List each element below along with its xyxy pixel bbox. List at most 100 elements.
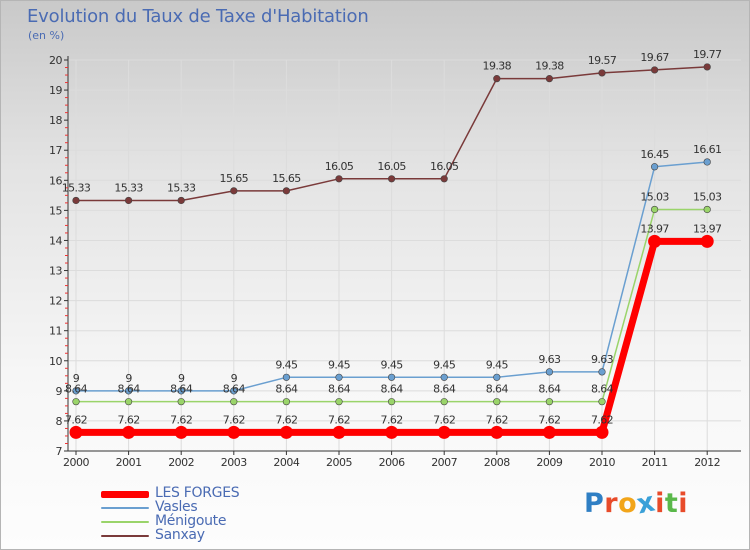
legend-label: Ménigoute: [155, 513, 227, 529]
data-label: 15.65: [272, 172, 301, 185]
data-point: [440, 398, 448, 406]
data-point: [650, 163, 659, 171]
y-tick-label: 9: [56, 385, 63, 398]
x-tick-label: 2012: [694, 456, 720, 469]
logo-letter: i: [678, 488, 689, 519]
y-tick-label: 14: [49, 234, 62, 247]
data-label: 16.61: [693, 143, 722, 156]
y-tick-label: 8: [56, 415, 63, 428]
data-label: 15.33: [167, 181, 196, 194]
data-label: 9.45: [486, 358, 509, 371]
data-label: 8.64: [65, 383, 88, 396]
chart-title: Evolution du Taux de Taxe d'Habitation: [27, 6, 369, 27]
data-label: 9: [231, 372, 238, 385]
logo-letter: i: [655, 488, 665, 519]
logo-letter: t: [664, 488, 679, 519]
data-label: 9: [125, 372, 132, 385]
proxiti-logo: Proxiti: [584, 486, 689, 520]
data-label: 7.62: [223, 413, 245, 426]
data-point: [230, 398, 238, 406]
logo-letter: r: [604, 488, 619, 519]
data-point: [388, 175, 396, 183]
y-tick-label: 17: [49, 144, 62, 157]
data-point: [703, 205, 711, 214]
data-point: [72, 398, 80, 406]
legend-swatch: [101, 535, 149, 537]
y-tick-label: 11: [49, 325, 62, 338]
y-tick-label: 20: [49, 54, 62, 67]
x-tick-label: 2011: [642, 456, 668, 469]
y-tick-label: 19: [49, 84, 62, 97]
data-label: 9.63: [591, 353, 614, 366]
y-tick-label: 18: [49, 114, 62, 127]
x-tick-label: 2007: [431, 456, 457, 469]
x-tick-label: 2005: [326, 456, 352, 469]
data-point: [490, 425, 504, 439]
data-label: 15.03: [640, 190, 669, 203]
data-label: 9.45: [328, 358, 351, 371]
data-label: 16.05: [325, 160, 354, 173]
data-label: 8.64: [538, 383, 561, 396]
data-label: 16.05: [430, 160, 459, 173]
x-tick-label: 2004: [273, 456, 299, 469]
data-point: [703, 63, 711, 71]
data-point: [230, 187, 238, 195]
data-point: [282, 398, 291, 406]
data-point: [598, 368, 606, 376]
data-label: 7.62: [170, 413, 192, 426]
data-label: 16.05: [377, 160, 406, 173]
data-label: 15.33: [114, 181, 143, 194]
data-label: 7.62: [486, 413, 508, 426]
data-point: [122, 425, 136, 439]
data-point: [703, 158, 711, 166]
data-point: [72, 196, 80, 205]
data-point: [493, 373, 501, 381]
data-label: 8.64: [223, 383, 246, 396]
data-label: 9: [178, 372, 185, 385]
x-tick-label: 2006: [379, 456, 405, 469]
data-point: [279, 425, 293, 439]
data-point: [440, 175, 448, 183]
grid: [68, 59, 741, 451]
data-label: 7.62: [65, 413, 87, 426]
legend-swatch: [101, 491, 149, 498]
data-label: 9.45: [381, 358, 404, 371]
data-point: [437, 425, 451, 439]
data-point: [177, 196, 185, 205]
data-label: 16.45: [640, 148, 669, 161]
data-point: [493, 75, 501, 83]
x-tick-label: 2009: [536, 456, 562, 469]
data-point: [388, 398, 396, 406]
legend-label: LES FORGES: [155, 485, 240, 501]
data-label: 7.62: [275, 413, 297, 426]
data-label: 19.57: [588, 54, 617, 67]
data-point: [282, 187, 291, 195]
legend-swatch: [101, 521, 149, 523]
data-point: [332, 425, 346, 439]
data-point: [700, 234, 714, 248]
data-point: [650, 205, 659, 214]
data-point: [545, 368, 554, 376]
y-tick-label: 13: [49, 265, 62, 278]
data-label: 15.03: [693, 190, 722, 203]
y-tick-label: 10: [49, 355, 62, 368]
data-point: [650, 66, 659, 74]
data-point: [124, 398, 133, 406]
data-label: 7.62: [381, 413, 403, 426]
data-point: [177, 398, 185, 406]
data-label: 7.62: [118, 413, 140, 426]
y-tick-label: 16: [49, 174, 62, 187]
x-tick-label: 2002: [168, 456, 194, 469]
data-label: 19.67: [640, 51, 669, 64]
data-point: [335, 373, 343, 381]
x-tick-label: 2010: [589, 456, 615, 469]
data-label: 8.64: [381, 383, 404, 396]
data-point: [230, 387, 238, 395]
data-label: 19.38: [535, 60, 564, 73]
data-label: 8.64: [118, 383, 141, 396]
x-tick-label: 2001: [116, 456, 142, 469]
x-tick-label: 2008: [484, 456, 510, 469]
data-label: 19.77: [693, 48, 722, 61]
data-point: [124, 196, 133, 205]
logo-letter: o: [618, 488, 638, 519]
